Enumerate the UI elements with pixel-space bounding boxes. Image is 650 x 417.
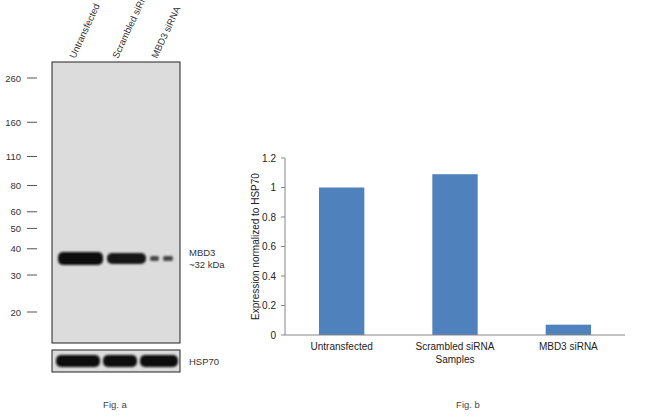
ladder-label: 110 xyxy=(6,151,21,162)
y-tick xyxy=(281,187,285,188)
control-bands xyxy=(56,355,178,367)
band-label: MBD3 xyxy=(189,247,215,258)
y-tick xyxy=(281,335,285,336)
ladder-tick xyxy=(27,156,37,157)
y-tick-label: 1 xyxy=(270,182,276,193)
ladder-tick xyxy=(27,122,37,123)
lane-label: MBD3 siRNA xyxy=(149,4,183,60)
x-tick-label: MBD3 siRNA xyxy=(539,341,598,352)
y-tick-label: 0 xyxy=(270,330,276,341)
y-tick-label: 0.4 xyxy=(262,271,276,282)
bands xyxy=(58,252,173,265)
ladder-tick xyxy=(27,248,37,249)
bars xyxy=(319,174,591,335)
ladder-tick xyxy=(27,228,37,229)
ladder-label: 20 xyxy=(10,307,21,318)
ladder-label: 50 xyxy=(10,223,21,234)
x-axis xyxy=(285,335,625,336)
ladder-tick xyxy=(27,185,37,186)
bar xyxy=(546,325,591,335)
y-axis xyxy=(285,158,286,335)
blot-membrane xyxy=(52,62,180,343)
x-tick-label: Scrambled siRNA xyxy=(416,341,495,352)
y-tick xyxy=(281,217,285,218)
x-tick-label: Untransfected xyxy=(311,341,373,352)
bar xyxy=(432,174,477,335)
bar xyxy=(319,188,364,336)
ladder-label: 260 xyxy=(5,73,21,84)
band-label: ~32 kDa xyxy=(189,259,225,270)
y-tick-label: 0.6 xyxy=(262,241,276,252)
y-tick xyxy=(281,305,285,306)
y-tick-label: 1.2 xyxy=(262,153,276,164)
y-tick-label: 0.2 xyxy=(262,300,276,311)
band xyxy=(56,355,100,367)
band xyxy=(150,256,159,261)
y-tick-label: 0.8 xyxy=(262,212,276,223)
ladder-tick xyxy=(27,312,37,313)
band xyxy=(58,252,103,265)
y-tick xyxy=(281,276,285,277)
ladder-label: 80 xyxy=(10,180,21,191)
band xyxy=(163,256,173,261)
band xyxy=(140,355,178,367)
ladder-tick xyxy=(27,211,37,212)
ladder-label: 30 xyxy=(10,270,21,281)
ladder-label: 160 xyxy=(5,117,21,128)
caption: Fig. b xyxy=(456,399,480,410)
loading-control-membrane xyxy=(52,350,180,372)
y-tick xyxy=(281,158,285,159)
ladder-tick xyxy=(27,78,37,79)
control-label: HSP70 xyxy=(189,356,219,367)
y-tick xyxy=(281,246,285,247)
lane-label: Untransfected xyxy=(67,2,102,60)
caption: Fig. a xyxy=(103,399,127,410)
ladder-label: 60 xyxy=(10,206,21,217)
y-axis-title: Expression normalized to HSP70 xyxy=(250,173,261,320)
ladder-tick xyxy=(27,275,37,276)
x-axis-title: Samples xyxy=(436,354,475,365)
band xyxy=(107,253,146,264)
ladder-label: 40 xyxy=(10,243,21,254)
lane-label: Scrambled siRNA xyxy=(110,0,152,60)
band xyxy=(103,355,137,367)
figure: 260160110806050403020UntransfectedScramb… xyxy=(0,0,650,417)
